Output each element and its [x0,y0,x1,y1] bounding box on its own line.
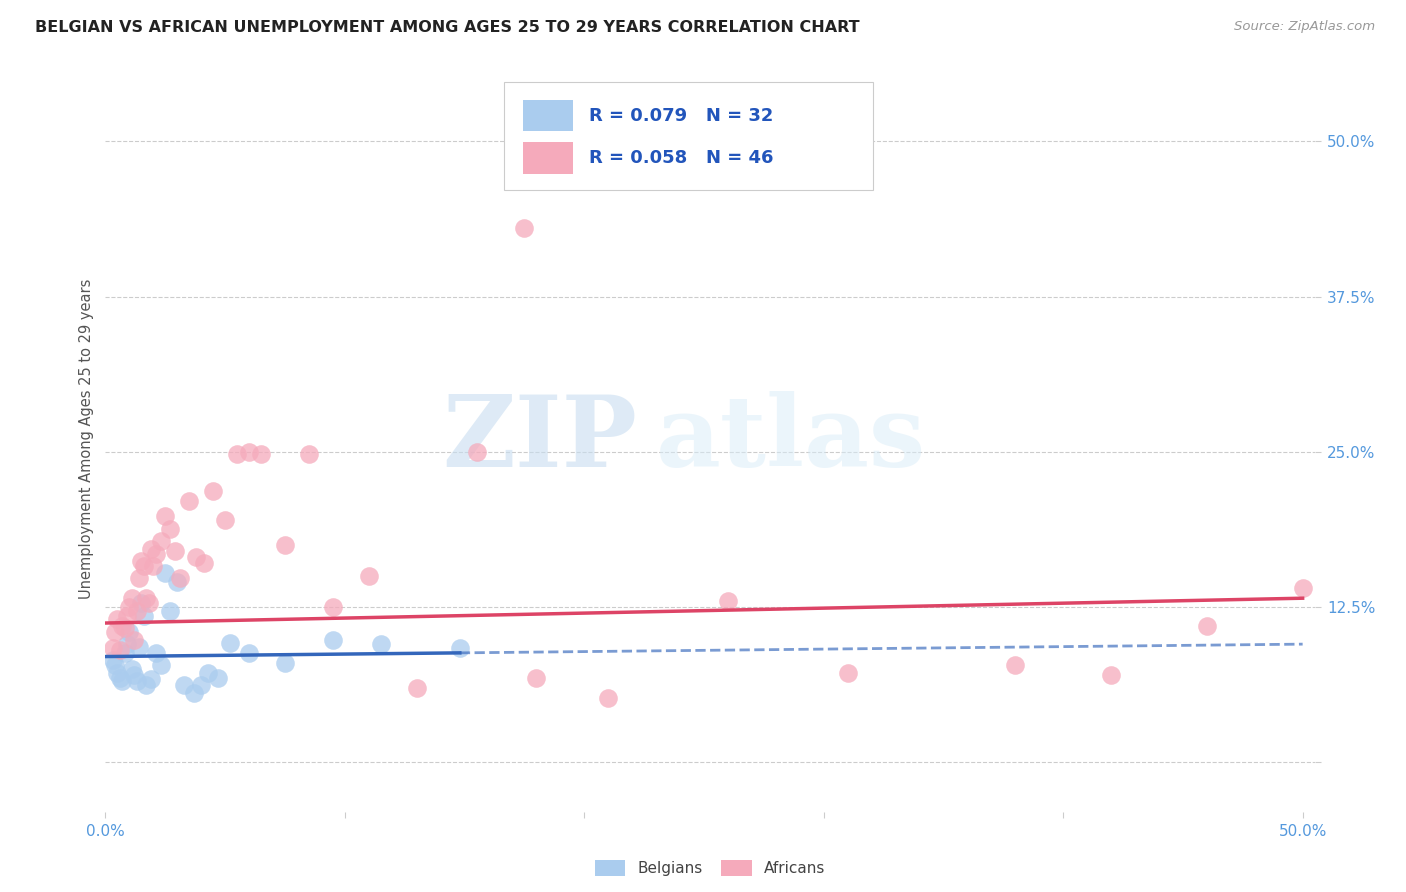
Point [155,566,177,581]
Point [104,624,127,639]
Point [214,513,236,527]
Point [238,646,260,660]
FancyBboxPatch shape [505,82,873,190]
Point [125,674,148,689]
Legend: Belgians, Africans: Belgians, Africans [589,854,831,882]
Point [149,658,172,673]
Text: BELGIAN VS AFRICAN UNEMPLOYMENT AMONG AGES 25 TO 29 YEARS CORRELATION CHART: BELGIAN VS AFRICAN UNEMPLOYMENT AMONG AG… [35,20,860,35]
Y-axis label: Unemployment Among Ages 25 to 29 years: Unemployment Among Ages 25 to 29 years [79,279,94,599]
Point [163,544,186,558]
Point [107,665,129,680]
Point [173,678,195,692]
Point [322,599,344,614]
Point [101,640,124,655]
Point [166,575,188,590]
Point [111,618,134,632]
Point [405,681,427,695]
Point [169,571,191,585]
Text: R = 0.079   N = 32: R = 0.079 N = 32 [589,107,773,125]
Point [1291,582,1313,596]
Point [155,509,177,524]
Point [125,604,148,618]
Text: Source: ZipAtlas.com: Source: ZipAtlas.com [1234,20,1375,33]
Point [513,221,536,235]
Point [717,593,740,607]
Point [159,522,181,536]
Point [274,538,297,552]
Point [598,690,620,705]
Point [202,484,225,499]
FancyBboxPatch shape [523,143,574,174]
Point [186,550,208,565]
Point [322,633,344,648]
Point [207,671,229,685]
Point [449,640,471,655]
Point [114,646,136,660]
Point [357,569,380,583]
Point [128,571,150,585]
Point [132,558,155,573]
Point [115,637,138,651]
Point [1099,668,1122,682]
Point [104,658,127,673]
Point [107,612,129,626]
Point [298,447,321,461]
Point [135,678,157,692]
Point [121,662,143,676]
Text: ZIP: ZIP [443,391,637,488]
Point [190,678,212,692]
Point [238,444,260,458]
Point [145,547,167,561]
Point [118,624,141,639]
Point [108,671,131,685]
Point [250,447,273,461]
Point [145,646,167,660]
Point [219,636,242,650]
Point [197,665,219,680]
Point [101,653,124,667]
Text: atlas: atlas [655,391,927,488]
Point [370,637,392,651]
Point [131,596,153,610]
Point [135,591,157,606]
Point [1004,658,1026,673]
Point [159,604,181,618]
Point [118,599,141,614]
Point [274,656,297,670]
Point [179,494,201,508]
Point [122,633,145,648]
Point [465,444,488,458]
Point [128,640,150,654]
Point [226,447,249,461]
Point [1195,618,1218,632]
Point [837,665,859,680]
Point [115,608,138,623]
Point [122,668,145,682]
Point [526,671,548,685]
Point [183,685,205,699]
Point [132,608,155,623]
Point [193,557,215,571]
Point [139,541,162,556]
FancyBboxPatch shape [523,100,574,131]
Point [108,643,131,657]
Point [131,554,153,568]
Point [138,596,160,610]
Point [142,558,165,573]
Point [149,534,172,549]
Point [139,672,162,686]
Text: R = 0.058   N = 46: R = 0.058 N = 46 [589,149,773,167]
Point [121,591,143,606]
Point [111,674,134,689]
Point [114,621,136,635]
